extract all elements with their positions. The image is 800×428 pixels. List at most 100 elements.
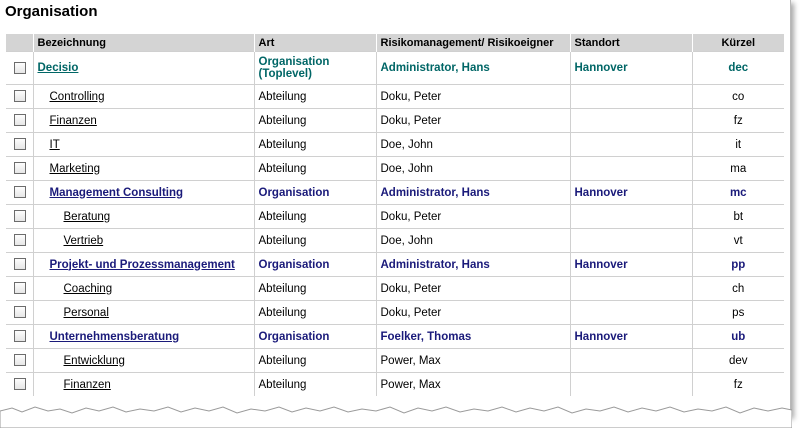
art-cell: Abteilung: [253, 204, 376, 229]
org-name-link[interactable]: Management Consulting: [49, 186, 184, 199]
header-checkbox-column: [6, 34, 33, 52]
row-checkbox[interactable]: [14, 90, 26, 103]
header-kuerzel[interactable]: Kürzel: [691, 34, 784, 52]
art-cell: Abteilung: [253, 276, 376, 301]
table-row: Projekt- und Prozessmanagement Organisat…: [6, 252, 784, 277]
header-standort[interactable]: Standort: [569, 34, 692, 52]
kuerzel-cell: ch: [691, 276, 784, 301]
risiko-cell: Power, Max: [375, 348, 570, 373]
standort-cell: [569, 156, 692, 181]
row-checkbox[interactable]: [14, 61, 26, 74]
row-checkbox[interactable]: [14, 354, 26, 367]
row-checkbox[interactable]: [14, 282, 26, 295]
row-checkbox[interactable]: [14, 378, 26, 391]
kuerzel-cell: ps: [691, 300, 784, 325]
risiko-cell: Doe, John: [375, 156, 570, 181]
art-cell: Abteilung: [253, 300, 376, 325]
table-row: Management Consulting Organisation Admin…: [6, 180, 784, 205]
standort-cell: Hannover: [569, 252, 692, 277]
table-row: Unternehmensberatung Organisation Foelke…: [6, 324, 784, 349]
table-row: Controlling Abteilung Doku, Peter co: [6, 84, 784, 109]
table-header-row: Bezeichnung Art Risikomanagement/ Risiko…: [6, 34, 784, 52]
risiko-cell: Doku, Peter: [375, 276, 570, 301]
org-name-link[interactable]: Decisio: [37, 62, 79, 74]
kuerzel-cell: ma: [691, 156, 784, 181]
org-name-link[interactable]: Finanzen: [49, 114, 97, 127]
header-art[interactable]: Art: [253, 34, 376, 52]
art-cell: Organisation: [253, 180, 376, 205]
table-row: Marketing Abteilung Doe, John ma: [6, 156, 784, 181]
table-row: Vertrieb Abteilung Doe, John vt: [6, 228, 784, 253]
art-cell: Abteilung: [253, 84, 376, 109]
organisation-table: Bezeichnung Art Risikomanagement/ Risiko…: [6, 34, 784, 396]
kuerzel-cell: dev: [691, 348, 784, 373]
org-name-link[interactable]: Finanzen: [63, 378, 111, 391]
risiko-cell: Doku, Peter: [375, 108, 570, 133]
organisation-panel: Organisation Bezeichnung Art Risikomanag…: [5, 0, 791, 416]
kuerzel-cell: mc: [691, 180, 784, 205]
standort-cell: [569, 276, 692, 301]
standort-cell: Hannover: [569, 324, 692, 349]
standort-cell: [569, 348, 692, 373]
art-cell: Abteilung: [253, 372, 376, 396]
risiko-cell: Administrator, Hans: [375, 252, 570, 277]
row-checkbox[interactable]: [14, 234, 26, 247]
standort-cell: [569, 204, 692, 229]
art-cell: Organisation: [253, 252, 376, 277]
risiko-cell: Administrator, Hans: [375, 180, 570, 205]
risiko-cell: Doku, Peter: [375, 204, 570, 229]
org-name-link[interactable]: Unternehmensberatung: [49, 330, 180, 343]
art-cell: Abteilung: [253, 108, 376, 133]
header-risikomanagement[interactable]: Risikomanagement/ Risikoeigner: [375, 34, 570, 52]
kuerzel-cell: pp: [691, 252, 784, 277]
kuerzel-cell: co: [691, 84, 784, 109]
risiko-cell: Doku, Peter: [375, 300, 570, 325]
risiko-cell: Power, Max: [375, 372, 570, 396]
row-checkbox[interactable]: [14, 330, 26, 343]
org-name-link[interactable]: Entwicklung: [63, 354, 125, 367]
standort-cell: [569, 84, 692, 109]
org-name-link[interactable]: Controlling: [49, 90, 105, 103]
art-cell: Abteilung: [253, 228, 376, 253]
row-checkbox[interactable]: [14, 186, 26, 199]
org-name-link[interactable]: Coaching: [63, 282, 113, 295]
table-row: Decisio Organisation (Toplevel) Administ…: [6, 51, 784, 85]
row-checkbox[interactable]: [14, 258, 26, 271]
org-name-link[interactable]: Marketing: [49, 162, 101, 175]
torn-edge-decoration: [0, 406, 792, 428]
art-cell: Abteilung: [253, 156, 376, 181]
kuerzel-cell: fz: [691, 108, 784, 133]
risiko-cell: Doku, Peter: [375, 84, 570, 109]
kuerzel-cell: vt: [691, 228, 784, 253]
table-row: Beratung Abteilung Doku, Peter bt: [6, 204, 784, 229]
org-name-link[interactable]: Beratung: [63, 210, 111, 223]
kuerzel-cell: dec: [691, 51, 784, 85]
art-cell: Abteilung: [253, 348, 376, 373]
row-checkbox[interactable]: [14, 162, 26, 175]
header-bezeichnung[interactable]: Bezeichnung: [32, 34, 254, 52]
org-name-link[interactable]: Projekt- und Prozessmanagement: [49, 258, 235, 271]
standort-cell: [569, 372, 692, 396]
table-row: Entwicklung Abteilung Power, Max dev: [6, 348, 784, 373]
row-checkbox[interactable]: [14, 114, 26, 127]
standort-cell: Hannover: [569, 51, 692, 85]
table-row: Personal Abteilung Doku, Peter ps: [6, 300, 784, 325]
table-row: Coaching Abteilung Doku, Peter ch: [6, 276, 784, 301]
row-checkbox[interactable]: [14, 138, 26, 151]
art-cell: Abteilung: [253, 132, 376, 157]
org-name-link[interactable]: Personal: [63, 306, 109, 319]
page-title: Organisation: [5, 3, 98, 20]
risiko-cell: Doe, John: [375, 228, 570, 253]
art-cell: Organisation (Toplevel): [253, 51, 376, 85]
org-name-link[interactable]: Vertrieb: [63, 234, 104, 247]
kuerzel-cell: ub: [691, 324, 784, 349]
row-checkbox[interactable]: [14, 210, 26, 223]
table-row: Finanzen Abteilung Power, Max fz: [6, 372, 784, 396]
kuerzel-cell: bt: [691, 204, 784, 229]
risiko-cell: Administrator, Hans: [375, 51, 570, 85]
org-name-link[interactable]: IT: [49, 138, 60, 151]
standort-cell: [569, 108, 692, 133]
standort-cell: [569, 132, 692, 157]
risiko-cell: Doe, John: [375, 132, 570, 157]
row-checkbox[interactable]: [14, 306, 26, 319]
